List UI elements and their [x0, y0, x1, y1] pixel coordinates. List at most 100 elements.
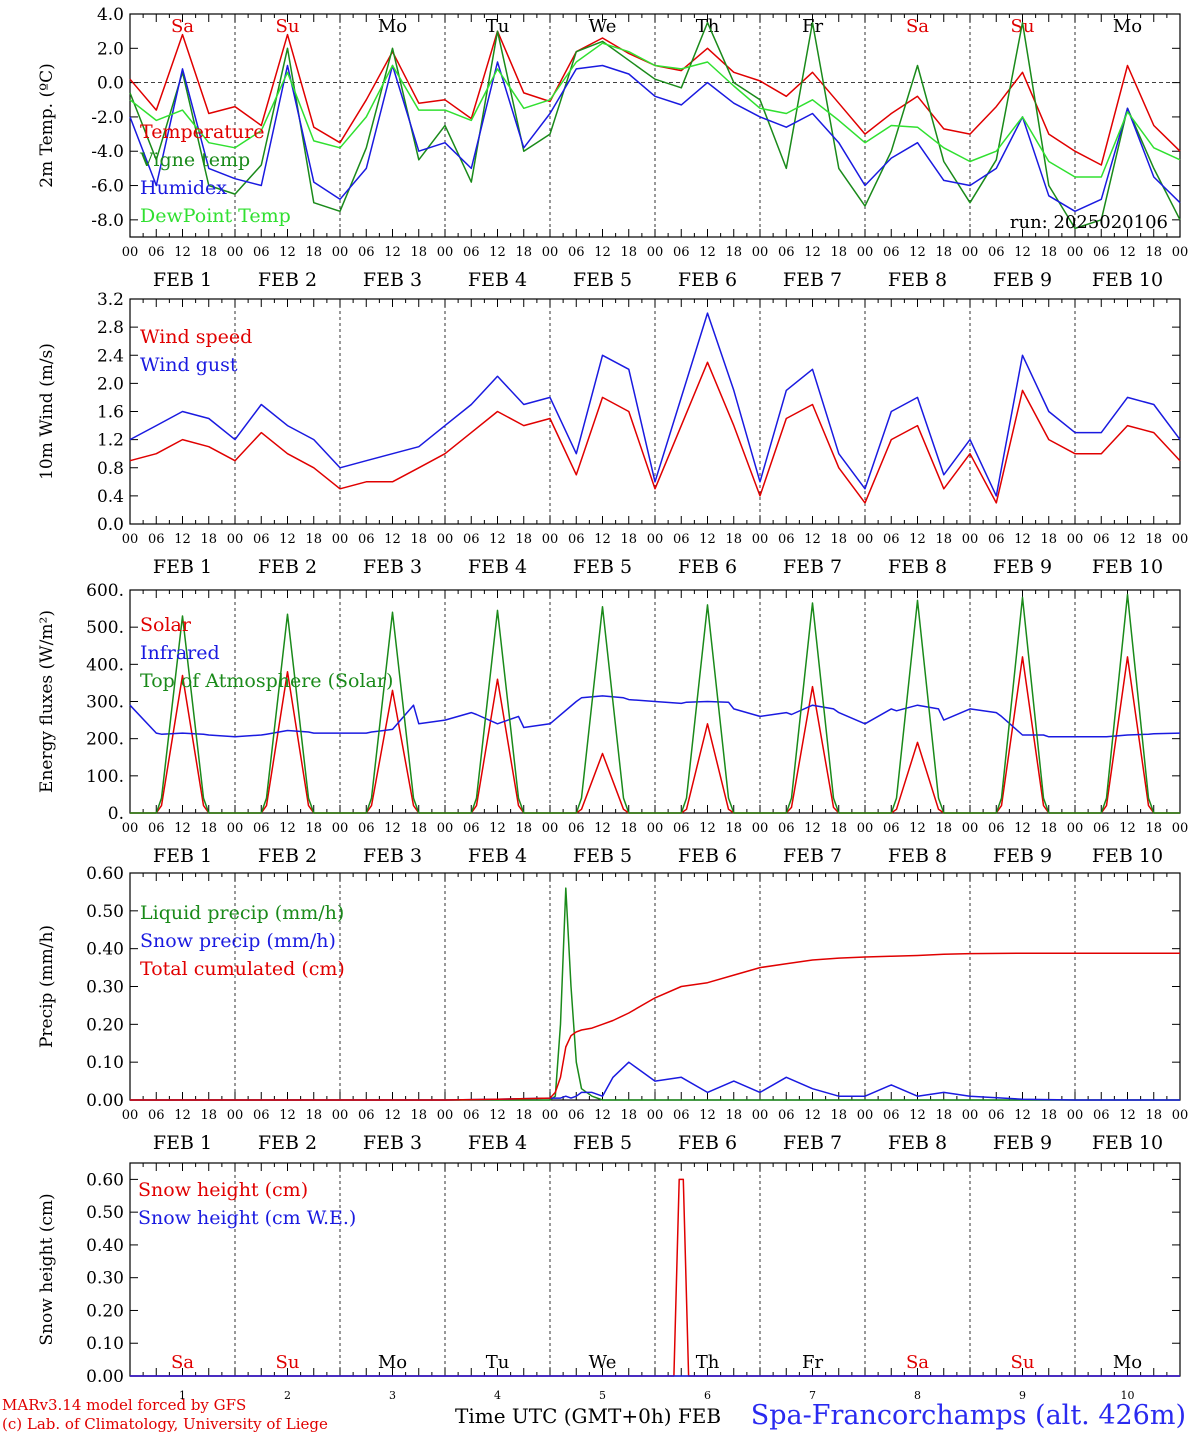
- weekday-label: Sa: [171, 1352, 194, 1373]
- hour-label: 12: [489, 245, 506, 260]
- date-label: FEB 5: [573, 1132, 632, 1154]
- y-tick-label: 0.40: [86, 1236, 124, 1256]
- date-label: FEB 6: [678, 556, 737, 578]
- hour-label: 06: [988, 821, 1005, 836]
- y-tick-label: 0.00: [86, 1367, 124, 1387]
- hour-label: 12: [384, 821, 401, 836]
- date-label: FEB 1: [153, 1132, 212, 1154]
- series-line: [129, 42, 1181, 178]
- day-number: 2: [284, 1389, 291, 1402]
- model-credit-line: MARv3.14 model forced by GFS: [2, 1396, 247, 1414]
- copyright-line: (c) Lab. of Climatology, University of L…: [2, 1415, 328, 1433]
- hour-label: 06: [253, 532, 270, 547]
- date-label: FEB 9: [993, 556, 1052, 578]
- hour-label: 12: [384, 1108, 401, 1123]
- y-tick-label: 2.8: [97, 318, 124, 338]
- hour-label: 18: [830, 532, 847, 547]
- y-tick-label: 100.: [86, 767, 124, 787]
- legend-entry: Solar: [140, 614, 192, 636]
- y-tick-label: 0.60: [86, 1170, 124, 1190]
- legend-entry: Total cumulated (cm): [140, 958, 345, 980]
- y-tick-label: 500.: [86, 618, 124, 638]
- hour-label: 12: [594, 245, 611, 260]
- hour-label: 06: [1093, 1108, 1110, 1123]
- hour-label: 18: [200, 821, 217, 836]
- date-label: FEB 5: [573, 845, 632, 867]
- hour-label: 06: [778, 1108, 795, 1123]
- hour-label: 18: [620, 532, 637, 547]
- date-label: FEB 9: [993, 269, 1052, 291]
- weekday-label: Th: [696, 1352, 720, 1373]
- hour-label: 12: [1119, 821, 1136, 836]
- legend-entry: Snow height (cm W.E.): [138, 1207, 356, 1229]
- day-number: 3: [389, 1389, 396, 1402]
- hour-label: 06: [883, 1108, 900, 1123]
- weekday-label: Su: [276, 16, 300, 37]
- hour-label: 18: [725, 821, 742, 836]
- series-line: [129, 312, 1181, 497]
- hour-label: 18: [830, 245, 847, 260]
- hour-label: 00: [1172, 1108, 1189, 1123]
- hour-label: 06: [253, 821, 270, 836]
- hour-label: 06: [463, 821, 480, 836]
- y-tick-label: -6.0: [91, 177, 124, 197]
- series-line: [129, 695, 1181, 738]
- hour-label: 00: [647, 532, 664, 547]
- hour-label: 06: [1093, 532, 1110, 547]
- hour-label: 12: [804, 821, 821, 836]
- date-label: FEB 8: [888, 1132, 947, 1154]
- hour-label: 00: [752, 1108, 769, 1123]
- date-label: FEB 2: [258, 269, 317, 291]
- x-axis-title: Time UTC (GMT+0h) FEB: [455, 1404, 722, 1428]
- day-number: 1: [179, 1389, 186, 1402]
- y-tick-label: 2.0: [97, 374, 124, 394]
- date-label: FEB 4: [468, 556, 527, 578]
- y-tick-label: 0.0: [97, 515, 124, 535]
- hour-label: 06: [358, 532, 375, 547]
- hour-label: 00: [857, 1108, 874, 1123]
- hour-label: 12: [174, 821, 191, 836]
- hour-label: 00: [332, 821, 349, 836]
- hour-label: 18: [1040, 245, 1057, 260]
- hour-label: 00: [857, 532, 874, 547]
- legend-entry: Temperature: [140, 121, 264, 143]
- weekday-label: Sa: [171, 16, 194, 37]
- date-label: FEB 4: [468, 269, 527, 291]
- weekday-label: Mo: [1113, 1352, 1142, 1373]
- hour-label: 00: [962, 532, 979, 547]
- hour-label: 18: [620, 245, 637, 260]
- hour-label: 06: [253, 245, 270, 260]
- date-label: FEB 9: [993, 1132, 1052, 1154]
- series-line: [130, 952, 1180, 1101]
- y-tick-label: 1.2: [97, 431, 124, 451]
- hour-label: 12: [699, 532, 716, 547]
- hour-label: 00: [857, 245, 874, 260]
- hour-label: 12: [1119, 245, 1136, 260]
- hour-label: 00: [227, 532, 244, 547]
- hour-label: 12: [174, 1108, 191, 1123]
- hour-label: 12: [489, 1108, 506, 1123]
- legend-entry: Infrared: [140, 642, 220, 664]
- hour-label: 00: [1067, 1108, 1084, 1123]
- date-label: FEB 10: [1092, 556, 1163, 578]
- hour-label: 12: [384, 245, 401, 260]
- hour-label: 00: [227, 1108, 244, 1123]
- date-label: FEB 6: [678, 1132, 737, 1154]
- hour-label: 06: [988, 245, 1005, 260]
- series-line: [129, 61, 1181, 213]
- hour-label: 00: [1067, 821, 1084, 836]
- y-tick-label: 0.60: [86, 864, 124, 884]
- hour-label: 00: [542, 245, 559, 260]
- hour-label: 06: [568, 532, 585, 547]
- day-number: 4: [494, 1389, 501, 1402]
- y-tick-label: -2.0: [91, 108, 124, 128]
- weekday-label: Mo: [378, 1352, 407, 1373]
- hour-label: 06: [673, 532, 690, 547]
- hour-label: 00: [437, 821, 454, 836]
- legend-entry: Humidex: [140, 177, 227, 199]
- date-label: FEB 8: [888, 556, 947, 578]
- hour-label: 06: [778, 532, 795, 547]
- hour-label: 00: [437, 1108, 454, 1123]
- hour-label: 06: [253, 1108, 270, 1123]
